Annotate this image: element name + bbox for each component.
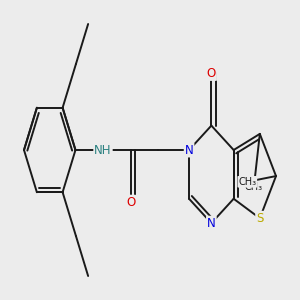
Text: CH₃: CH₃	[245, 182, 263, 192]
Text: N: N	[185, 143, 194, 157]
Text: O: O	[207, 67, 216, 80]
Text: CH₃: CH₃	[238, 177, 256, 187]
Text: NH: NH	[94, 143, 112, 157]
Text: N: N	[207, 217, 216, 230]
Text: O: O	[126, 196, 135, 208]
Text: S: S	[256, 212, 263, 225]
